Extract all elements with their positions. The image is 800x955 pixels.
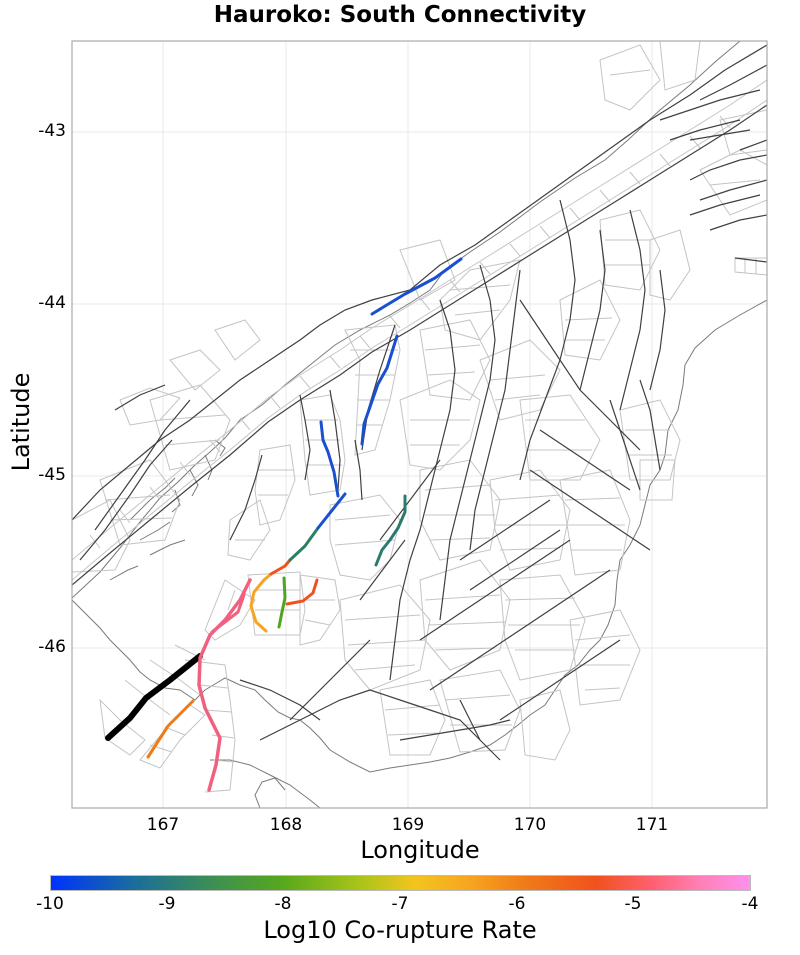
colorbar-tick-label: -5 (624, 894, 642, 914)
x-axis-label: Longitude (360, 836, 480, 864)
highlighted-fault-section (105, 653, 203, 741)
fault-section-outlines (72, 41, 767, 793)
highlighted-fault-section (146, 699, 195, 759)
highlighted-fault-section (288, 526, 320, 562)
highlighted-fault-section (198, 578, 252, 660)
highlighted-fault-section (269, 558, 292, 576)
x-tick-label: 170 (513, 815, 547, 835)
highlighted-fault-section (277, 576, 287, 629)
gridlines (72, 41, 767, 808)
co-rupture-highlighted-sections (105, 257, 463, 792)
chart-title: Hauroko: South Connectivity (213, 2, 587, 28)
colorbar-tick-label: -6 (508, 894, 526, 914)
colorbar-label: Log10 Co-rupture Rate (263, 916, 537, 944)
x-tick-label: 168 (269, 815, 303, 835)
plot-frame (71, 40, 768, 809)
highlighted-fault-section (316, 492, 347, 530)
y-tick-label: -46 (38, 637, 66, 657)
y-tick-label: -45 (38, 465, 66, 485)
highlighted-fault-section (197, 658, 222, 792)
y-tick-label: -43 (38, 121, 66, 141)
colorbar-tick-label: -4 (741, 894, 759, 914)
colorbar-tick-label: -10 (36, 894, 64, 914)
colorbar-tick-label: -8 (274, 894, 292, 914)
fault-traces (72, 44, 767, 761)
highlighted-fault-section (360, 334, 399, 446)
y-tick-label: -44 (38, 293, 66, 313)
colorbar (50, 875, 751, 891)
highlighted-fault-section (370, 257, 463, 316)
plot-area (72, 41, 767, 808)
highlighted-fault-section (210, 593, 246, 634)
colorbar-tick-label: -9 (158, 894, 176, 914)
highlighted-fault-section (249, 572, 273, 633)
x-tick-label: 171 (635, 815, 669, 835)
highlighted-fault-section (285, 578, 319, 606)
highlighted-fault-section (319, 420, 340, 498)
highlighted-fault-section (374, 494, 407, 567)
x-tick-label: 167 (146, 815, 180, 835)
x-tick-label: 169 (391, 815, 425, 835)
colorbar-tick-label: -7 (391, 894, 409, 914)
y-axis-label: Latitude (7, 372, 35, 472)
